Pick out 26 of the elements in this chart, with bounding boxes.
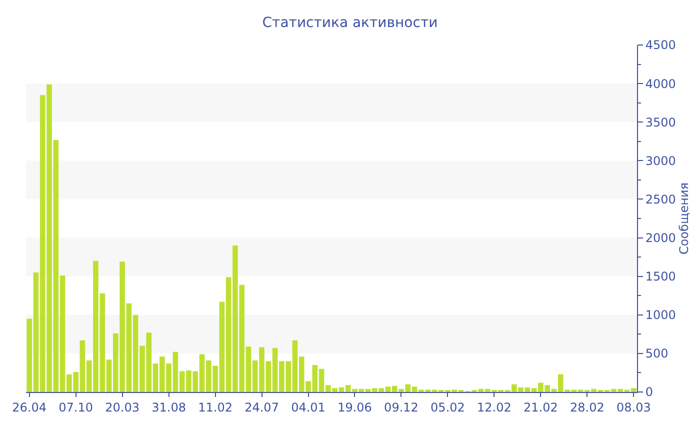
y-tick-label: 2500 (645, 192, 676, 206)
x-tick-label: 20.03 (105, 400, 140, 414)
x-tick-label: 26.04 (12, 400, 46, 414)
x-tick-label: 19.06 (338, 400, 372, 414)
x-tick-label: 24.07 (244, 400, 279, 414)
y-tick-label: 0 (645, 385, 654, 400)
x-tick-label: 28.02 (570, 400, 604, 414)
x-tick-label: 21.02 (524, 400, 558, 414)
y-tick-label: 1500 (645, 270, 676, 284)
y-tick-label: 3000 (645, 154, 676, 168)
x-tick-label: 08.03 (616, 400, 651, 414)
x-tick-label: 05.02 (430, 400, 465, 414)
x-tick-label: 31.08 (152, 400, 186, 414)
y-tick-label: 500 (645, 346, 668, 361)
y-tick-label: 4500 (645, 38, 676, 52)
x-tick-label: 11.02 (198, 400, 232, 414)
x-tick-label: 12.02 (477, 400, 512, 414)
chart-title: Статистика активности (262, 15, 438, 31)
y-tick-label: 4000 (645, 76, 676, 91)
y-tick-label: 3500 (645, 115, 676, 130)
x-tick-label: 09.12 (384, 400, 418, 414)
y-tick-label: 2000 (645, 230, 676, 245)
x-tick-label: 04.01 (291, 400, 326, 414)
y-axis-title: Сообщения (676, 182, 691, 255)
y-tick-label: 1000 (645, 308, 676, 322)
x-tick-label: 07.10 (58, 400, 93, 414)
